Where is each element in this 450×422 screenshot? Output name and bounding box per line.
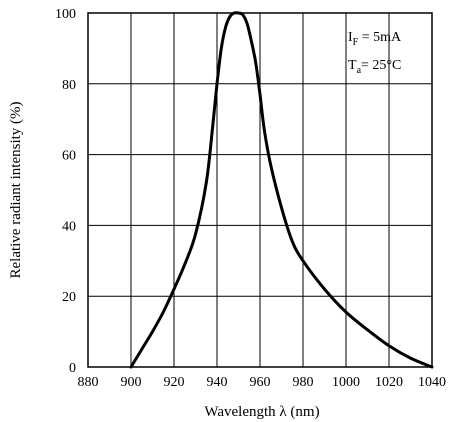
- condition-ambient-temperature: Ta= 25°C: [348, 58, 401, 76]
- x-tick-label: 940: [207, 375, 228, 390]
- x-axis-title: Wavelength λ (nm): [204, 404, 319, 420]
- condition-forward-current: IF = 5mA: [348, 30, 402, 48]
- y-tick-labels: 0 20 40 60 80 100: [55, 7, 76, 376]
- y-axis-title: Relative radiant intensity (%): [8, 101, 24, 278]
- y-tick-label: 60: [62, 149, 76, 164]
- y-tick-label: 20: [62, 290, 76, 305]
- y-tick-label: 0: [69, 361, 76, 376]
- x-tick-labels: 880 900 920 940 960 980 1000 1020 1040: [78, 375, 447, 390]
- x-tick-label: 880: [78, 375, 99, 390]
- x-tick-label: 900: [121, 375, 142, 390]
- y-tick-label: 80: [62, 78, 76, 93]
- x-tick-label: 1040: [418, 375, 446, 390]
- x-tick-label: 920: [164, 375, 185, 390]
- x-tick-label: 960: [250, 375, 271, 390]
- x-tick-label: 1020: [375, 375, 403, 390]
- y-tick-label: 100: [55, 7, 76, 22]
- x-tick-label: 1000: [332, 375, 360, 390]
- y-tick-label: 40: [62, 219, 76, 234]
- x-tick-label: 980: [293, 375, 314, 390]
